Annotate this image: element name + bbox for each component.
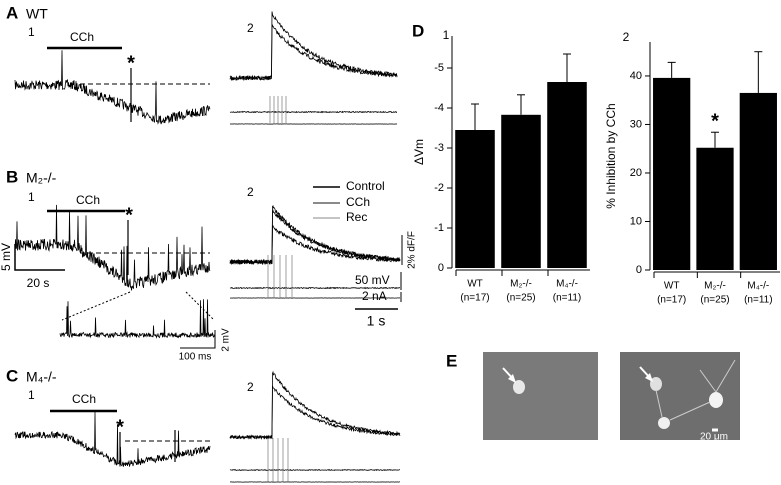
x-tick-label: M₂-/- (704, 281, 726, 292)
scale-bar (180, 330, 215, 348)
panel-label: A (6, 3, 18, 22)
subpanel-label: 2 (247, 185, 254, 199)
trace (15, 412, 210, 467)
y-tick-label: -3 (434, 142, 444, 154)
annotation: * (711, 111, 719, 133)
legend-label: CCh (346, 195, 370, 209)
scale-label: 20 s (27, 276, 50, 290)
y-axis-label: % Inhibition by CCh (604, 103, 618, 208)
y-tick-label: 30 (630, 118, 642, 130)
x-tick-label: WT (467, 279, 483, 290)
chart-title: 1 (443, 28, 450, 42)
bar (696, 148, 733, 270)
scale-label: 20 μm (700, 432, 728, 443)
panel-label: D (412, 21, 424, 40)
n-label: (n=11) (553, 293, 581, 304)
legend-label: Rec (346, 210, 367, 224)
x-tick-label: WT (664, 281, 680, 292)
subpanel-label: 1 (28, 190, 35, 204)
bar (653, 78, 690, 270)
genotype: M₄-/- (26, 369, 57, 385)
zoom-line (62, 292, 130, 320)
scale-label: 5 mV (0, 243, 13, 271)
scale-label: 100 ms (179, 352, 212, 363)
x-tick-label: M₄-/- (556, 279, 578, 290)
genotype: M₂-/- (26, 170, 57, 186)
scale-label: 2 nA (362, 289, 387, 303)
y-tick-label: -2 (434, 182, 444, 194)
y-axis-label: ΔVm (412, 139, 426, 165)
y-tick-label: 0 (636, 264, 642, 276)
drug-label: CCh (76, 193, 100, 207)
n-label: (n=17) (460, 293, 489, 304)
y-tick-label: 10 (630, 215, 642, 227)
drug-label: CCh (72, 392, 96, 406)
trace (230, 112, 397, 113)
subpanel-label: 2 (247, 380, 254, 394)
trace (60, 299, 215, 337)
star: * (125, 204, 133, 226)
y-tick-label: -1 (434, 222, 444, 234)
bar (501, 115, 541, 268)
y-tick-label: -5 (434, 62, 444, 74)
bar (455, 130, 495, 268)
panel-label: C (6, 366, 18, 385)
trace (230, 372, 400, 438)
subpanel-label: 1 (28, 388, 35, 402)
x-tick-label: M₂-/- (510, 279, 532, 290)
legend-label: Control (346, 179, 385, 193)
cell (658, 417, 670, 429)
chart-title: 2 (623, 30, 630, 44)
panel-label: B (6, 167, 18, 186)
y-tick-label: 0 (438, 262, 444, 274)
bar (547, 82, 587, 268)
trace (230, 211, 400, 265)
micrograph (483, 352, 598, 440)
y-tick-label: 40 (630, 70, 642, 82)
scale-label: 50 mV (355, 273, 390, 287)
trace (230, 12, 397, 81)
subpanel-label: 1 (28, 25, 35, 39)
bar (740, 93, 777, 270)
n-label: (n=17) (657, 295, 686, 306)
trace (230, 288, 400, 289)
y-tick-label: 20 (630, 167, 642, 179)
cell (709, 392, 723, 408)
scale-label: 1 s (367, 313, 386, 329)
drug-label: CCh (70, 30, 94, 44)
scale-label: 2% dF/F (407, 231, 418, 269)
n-label: (n=11) (744, 295, 772, 306)
n-label: (n=25) (506, 293, 535, 304)
scale-label: 2 mV (221, 328, 232, 352)
trace (15, 50, 210, 124)
panel-label: E (446, 351, 457, 370)
x-tick-label: M₄-/- (747, 281, 769, 292)
n-label: (n=25) (700, 295, 729, 306)
trace (230, 470, 400, 471)
subpanel-label: 2 (247, 21, 254, 35)
genotype: WT (26, 6, 48, 22)
y-tick-label: -4 (434, 102, 444, 114)
